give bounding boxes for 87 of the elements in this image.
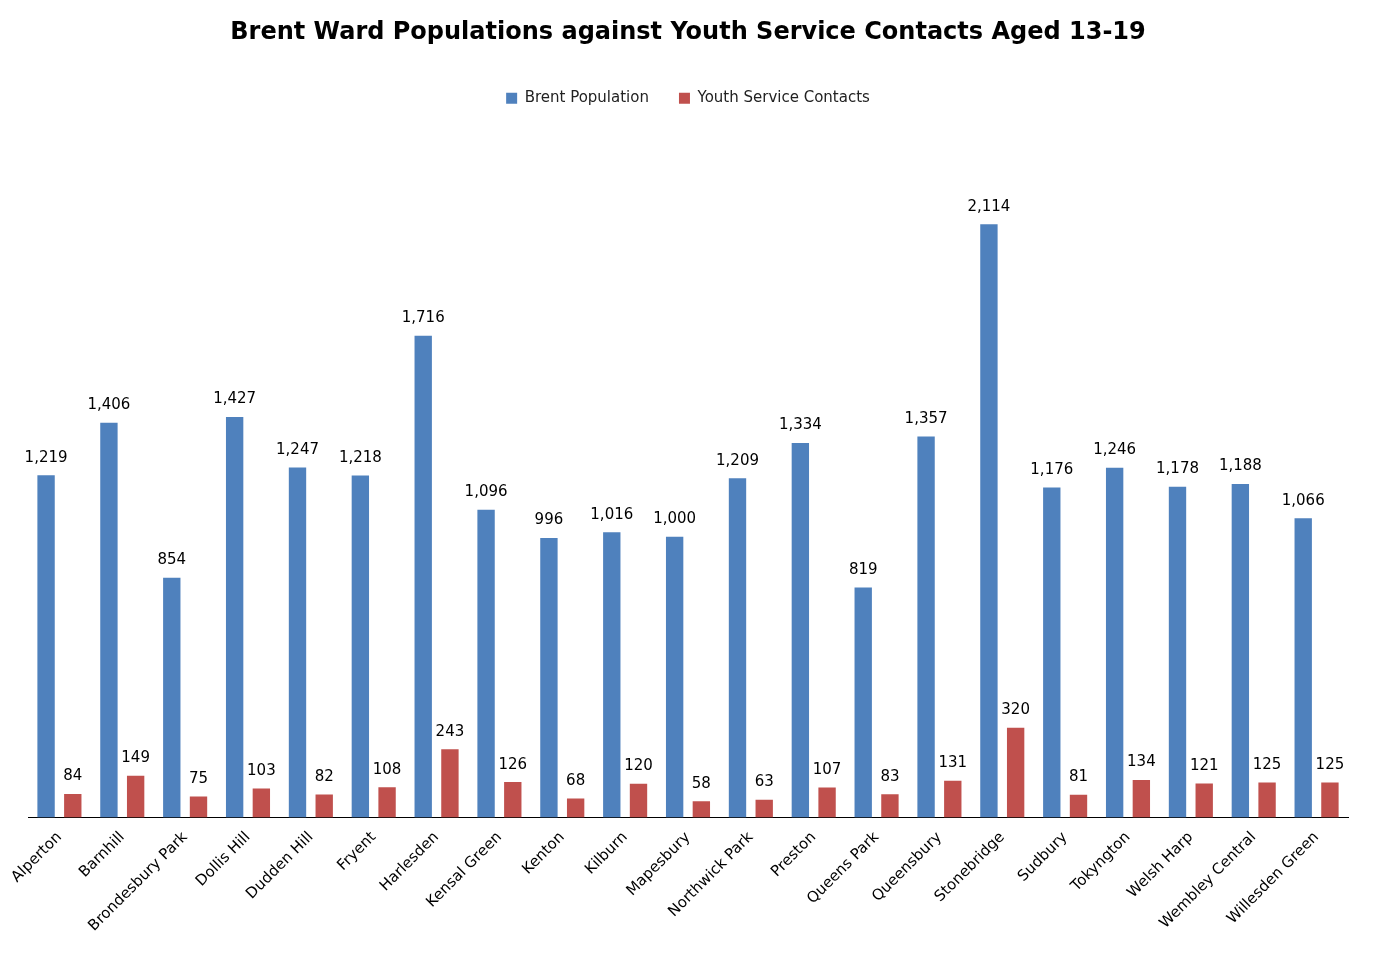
- bar: [441, 749, 459, 818]
- bar: [163, 577, 181, 818]
- bar: [1043, 487, 1061, 818]
- bar: [603, 532, 621, 818]
- data-label: 819: [848, 560, 878, 578]
- data-label: 125: [1315, 754, 1345, 773]
- bar: [1168, 486, 1187, 818]
- data-label: 1,188: [1218, 456, 1262, 475]
- data-label: 82: [314, 766, 334, 785]
- bar: [755, 799, 773, 818]
- bar: [1006, 727, 1025, 818]
- data-label: 1,219: [24, 447, 68, 466]
- bar: [1258, 782, 1276, 818]
- data-label: 1,716: [401, 308, 445, 327]
- data-label: 1,357: [904, 409, 948, 427]
- bar: [189, 796, 208, 818]
- bar: [414, 335, 432, 818]
- bar: [1294, 518, 1312, 818]
- bar: [854, 587, 872, 818]
- data-label: 107: [812, 759, 842, 778]
- data-label: 1,427: [213, 389, 257, 408]
- data-label: 1,218: [338, 448, 382, 467]
- data-label: 1,246: [1093, 440, 1137, 459]
- bar: [980, 224, 998, 818]
- data-label: 996: [534, 510, 564, 529]
- legend-label: Brent Population: [524, 88, 649, 107]
- data-label: 84: [63, 766, 83, 785]
- data-label: 1,178: [1156, 459, 1199, 478]
- data-label: 103: [247, 760, 276, 779]
- data-label: 320: [1001, 700, 1030, 719]
- data-label: 83: [880, 766, 900, 785]
- data-label: 75: [188, 768, 209, 787]
- data-label: 1,176: [1030, 459, 1074, 478]
- data-label: 125: [1252, 754, 1282, 773]
- bar: [944, 780, 962, 818]
- data-label: 854: [157, 550, 187, 569]
- data-label: 1,247: [276, 439, 319, 458]
- data-label: 1,066: [1281, 490, 1325, 509]
- bar: [692, 801, 711, 818]
- bar: [629, 783, 648, 818]
- bar: [881, 794, 899, 818]
- data-label: 2,114: [967, 196, 1011, 215]
- bar: [126, 775, 145, 818]
- data-label: 126: [498, 754, 528, 773]
- bar: [665, 536, 684, 818]
- data-label: 243: [435, 721, 465, 740]
- data-label: 108: [372, 759, 402, 778]
- bar: [818, 787, 836, 818]
- bar: [1132, 779, 1151, 818]
- legend-label: Youth Service Contacts: [696, 88, 871, 107]
- bar: [728, 478, 747, 818]
- bar: [288, 467, 307, 818]
- bar: [378, 787, 396, 818]
- data-label: 1,334: [778, 415, 822, 434]
- bar: [315, 794, 333, 818]
- bar: [351, 475, 370, 818]
- bar: [252, 788, 271, 818]
- bar: [225, 416, 244, 818]
- bar: [100, 422, 118, 818]
- bar: [37, 475, 55, 818]
- data-label: 134: [1127, 752, 1156, 771]
- bar: [1105, 467, 1124, 818]
- data-label: 68: [566, 770, 586, 789]
- bar: [64, 793, 82, 818]
- data-label: 1,209: [716, 450, 759, 469]
- bar: [1231, 484, 1250, 818]
- bar: [477, 509, 495, 818]
- data-label: 1,096: [464, 482, 508, 501]
- bar: [566, 798, 585, 818]
- bar: [1321, 782, 1339, 818]
- data-label: 131: [938, 753, 968, 772]
- bar: [1195, 783, 1213, 818]
- data-label: 1,000: [653, 509, 697, 528]
- bar: [504, 782, 522, 818]
- data-label: 1,016: [590, 504, 634, 523]
- data-label: 120: [624, 756, 653, 775]
- data-label: 121: [1189, 755, 1219, 774]
- chart-title: Brent Ward Populations against Youth Service Contacts Aged 13-19: [230, 16, 1146, 45]
- data-label: 58: [691, 773, 711, 792]
- data-label: 63: [754, 772, 774, 791]
- data-label: 1,406: [87, 395, 131, 414]
- bar: [791, 443, 810, 818]
- data-label: 149: [121, 748, 150, 767]
- bar: [1069, 794, 1088, 818]
- bar: [540, 537, 558, 818]
- bar: [917, 436, 935, 818]
- data-label: 81: [1068, 767, 1089, 786]
